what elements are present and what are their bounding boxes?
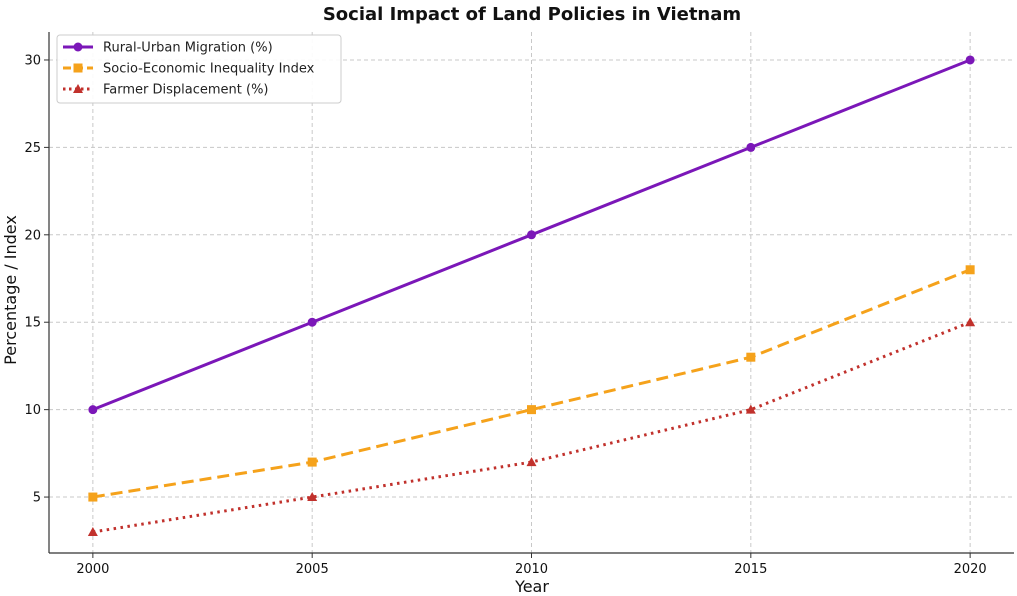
series-1	[88, 55, 975, 415]
legend-item: Farmer Displacement (%)	[63, 83, 269, 98]
y-axis-ticks: 5 10 15 20 25 30	[24, 53, 49, 506]
y-tick-label: 15	[24, 316, 41, 331]
legend-label: Farmer Displacement (%)	[103, 83, 269, 98]
grid	[49, 32, 1014, 553]
data-point	[965, 265, 975, 275]
y-tick-label: 5	[33, 491, 41, 506]
series-group	[87, 55, 976, 537]
legend-marker	[73, 42, 83, 52]
x-tick-label: 2015	[734, 562, 767, 577]
x-tick-label: 2020	[954, 562, 987, 577]
legend-item: Socio-Economic Inequality Index	[63, 62, 315, 77]
legend-label: Rural-Urban Migration (%)	[103, 41, 273, 56]
data-point	[746, 352, 756, 362]
data-point	[88, 492, 98, 502]
data-point	[526, 457, 537, 467]
x-axis-ticks: 2000 2005 2010 2015 2020	[76, 553, 987, 577]
y-tick-label: 10	[24, 403, 41, 418]
data-point	[527, 405, 536, 415]
legend-box	[56, 34, 342, 104]
data-point	[88, 405, 98, 415]
x-tick-label: 2010	[515, 562, 548, 577]
series-line	[92, 268, 971, 499]
y-tick-label: 25	[24, 141, 41, 156]
data-point	[307, 457, 317, 467]
x-tick-label: 2005	[296, 562, 329, 577]
series-3	[87, 317, 976, 537]
y-tick-label: 30	[24, 53, 41, 68]
data-point	[307, 317, 317, 327]
data-point	[527, 230, 536, 240]
series-line	[92, 320, 971, 534]
legend: Rural-Urban Migration (%) Socio-Economic …	[56, 34, 342, 104]
legend-item: Rural-Urban Migration (%)	[63, 41, 273, 56]
x-axis-label: Year	[514, 577, 549, 596]
data-point	[746, 142, 756, 152]
chart-title: Social Impact of Land Policies in Vietna…	[323, 4, 741, 25]
data-point	[745, 404, 756, 414]
data-point	[965, 317, 976, 327]
legend-marker	[73, 63, 83, 73]
y-tick-label: 20	[24, 228, 41, 243]
legend-label: Socio-Economic Inequality Index	[103, 62, 315, 77]
data-point	[307, 492, 318, 502]
x-tick-label: 2000	[76, 562, 109, 577]
legend-marker	[73, 84, 83, 93]
data-point	[965, 55, 975, 65]
data-point	[87, 527, 98, 537]
y-axis-label: Percentage / Index	[1, 215, 20, 365]
series-2	[88, 265, 975, 502]
